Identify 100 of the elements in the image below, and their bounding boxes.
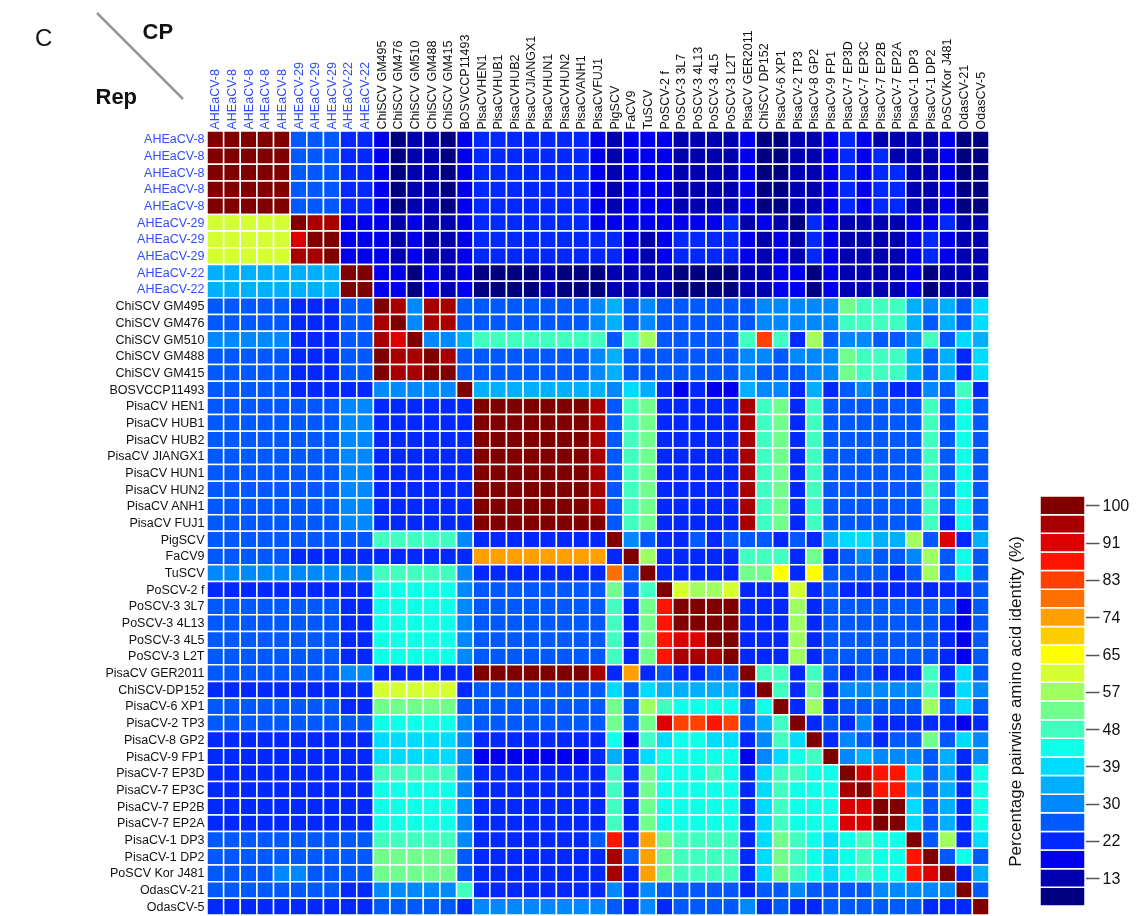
x-tick-label: AHEaCV-8 [258, 69, 273, 130]
y-tick-label: PoSCV-3 L2T [128, 649, 205, 664]
y-tick-label: AHEaCV-8 [144, 199, 205, 214]
y-tick-label: PisaCV HUB1 [126, 415, 205, 430]
y-tick-label: AHEaCV-8 [144, 132, 205, 147]
y-axis-title: Rep [95, 83, 138, 109]
y-tick-label: PisaCV ANH1 [126, 499, 205, 514]
x-tick-label: PisaCVHUN2 [557, 53, 572, 130]
x-tick-label: PisaCV-2 TP3 [790, 51, 805, 130]
x-tick-label: PoSCV-3 4L13 [690, 46, 705, 130]
y-tick-label: PigSCV [160, 532, 206, 547]
y-tick-label: PoSCV-3 3L7 [128, 599, 205, 614]
y-tick-label: PisaCV-8 GP2 [123, 732, 205, 747]
y-tick-label: AHEaCV-22 [137, 282, 205, 297]
x-tick-label: AHEaCV-29 [308, 62, 323, 130]
y-tick-label: PisaCV JIANGX1 [107, 449, 205, 464]
y-tick-label: AHEaCV-29 [137, 215, 205, 230]
y-tick-label: ChiSCV GM510 [115, 332, 205, 347]
y-tick-label: AHEaCV-29 [137, 249, 205, 264]
y-tick-label: PisaCV HUN1 [125, 465, 205, 480]
y-tick-label: PisaCV GER2011 [105, 666, 205, 681]
x-tick-label: PisaCV GER2011 [740, 30, 755, 130]
x-tick-label: OdasCV-21 [957, 64, 972, 130]
color-bar-label: 13 [1102, 869, 1121, 887]
y-tick-label: PisaCV HEN1 [126, 399, 205, 414]
x-tick-label: PisaCVJIANGX1 [524, 35, 539, 130]
y-tick-label: PoSCV Kor J481 [110, 866, 205, 881]
x-tick-label: PoSCVKor J481 [940, 38, 955, 130]
y-tick-label: PoSCV-2 f [146, 582, 206, 597]
y-tick-label: AHEaCV-22 [137, 265, 205, 280]
x-tick-label: PisaCV-8 GP2 [807, 48, 822, 130]
y-tick-label: AHEaCV-8 [144, 182, 205, 197]
x-tick-label: PisaCV-7 EP2A [890, 41, 905, 130]
x-tick-label: PoSCV-2 f [657, 70, 672, 130]
x-tick-label: FaCV9 [624, 90, 639, 130]
y-tick-label: ChiSCV-DP152 [118, 682, 205, 697]
y-tick-label: OdasCV-21 [139, 882, 205, 897]
x-tick-label: PoSCV-3 4L5 [707, 53, 722, 130]
y-tick-label: PisaCV HUB2 [126, 432, 205, 447]
x-tick-label: ChiSCV GM415 [441, 40, 456, 130]
x-tick-label: PoSCV-3 3L7 [674, 53, 689, 130]
color-bar-label: 74 [1102, 608, 1121, 626]
y-tick-label: PisaCV-7 EP2B [116, 799, 205, 814]
y-tick-label: OdasCV-5 [146, 899, 205, 914]
x-tick-label: PisaCV-1 DP2 [923, 49, 938, 130]
y-tick-label: TuSCV [164, 566, 206, 581]
y-tick-label: PisaCV-7 EP3D [116, 766, 205, 781]
x-tick-label: PisaCV-7 EP3C [857, 41, 872, 130]
y-tick-label: PisaCV-7 EP3C [116, 782, 205, 797]
x-tick-label: PoSCV-3 L2T [724, 52, 739, 130]
y-tick-label: PisaCV-1 DP3 [124, 832, 205, 847]
x-tick-label: PisaCVHUN1 [541, 53, 556, 130]
chart-title: C [35, 24, 53, 51]
x-tick-label: AHEaCV-29 [324, 62, 339, 130]
y-tick-label: AHEaCV-8 [144, 149, 205, 164]
y-tick-label: PisaCV-6 XP1 [125, 699, 205, 714]
y-tick-label: ChiSCV GM488 [115, 349, 205, 364]
y-tick-label: PisaCV-1 DP2 [124, 849, 205, 864]
y-tick-label: ChiSCV GM476 [115, 315, 205, 330]
y-tick-label: PoSCV-3 4L5 [128, 632, 205, 647]
x-tick-label: PisaCV-9 FP1 [823, 50, 838, 130]
y-tick-label: ChiSCV GM495 [115, 299, 205, 314]
color-bar-title: Percentage pairwise amino acid identity (%) [1005, 536, 1025, 867]
x-tick-label: AHEaCV-29 [291, 62, 306, 130]
color-bar-label: 22 [1102, 832, 1121, 850]
color-bar-label: 39 [1102, 757, 1121, 775]
x-tick-label: PisaCV-7 EP3D [840, 41, 855, 130]
x-tick-label: PisaCVHUB1 [491, 54, 506, 130]
y-tick-label: PisaCV HUN2 [125, 482, 205, 497]
color-bar-label: 65 [1102, 646, 1121, 664]
color-bar-label: 48 [1102, 720, 1121, 738]
x-tick-label: PisaCV-6 XP1 [774, 50, 789, 130]
x-tick-label: TuSCV [640, 89, 655, 130]
y-tick-label: FaCV9 [165, 549, 205, 564]
y-tick-label: PisaCV-2 TP3 [126, 716, 205, 731]
y-tick-label: PisaCV-7 EP2A [116, 816, 206, 831]
y-tick-label: PisaCV-9 FP1 [125, 749, 205, 764]
x-tick-label: AHEaCV-8 [274, 69, 289, 130]
color-bar-label: 91 [1102, 534, 1121, 552]
x-tick-label: PisaCVFUJ1 [591, 57, 605, 130]
x-tick-label: AHEaCV-8 [241, 69, 256, 130]
color-bar-label: 83 [1102, 571, 1121, 589]
x-tick-label: PisaCV-7 EP2B [873, 41, 888, 130]
x-tick-label: PisaCVHEN1 [474, 54, 489, 130]
x-tick-label: PisaCVHUB2 [507, 54, 522, 130]
x-tick-label: ChiSCV GM495 [374, 40, 389, 130]
x-tick-label: PisaCVANH1 [574, 55, 589, 130]
y-tick-label: PisaCV FUJ1 [129, 516, 205, 530]
x-tick-label: OdasCV-5 [973, 71, 988, 130]
x-tick-label: BOSVCCP11493 [457, 34, 472, 130]
color-bar-label: 57 [1102, 683, 1121, 701]
y-tick-label: PoSCV-3 4L13 [121, 616, 205, 631]
x-tick-label: ChiSCV GM476 [391, 40, 406, 130]
color-bar-label: 100 [1102, 496, 1130, 514]
x-tick-label: AHEaCV-22 [341, 62, 356, 130]
x-tick-label: AHEaCV-22 [358, 62, 373, 130]
y-tick-label: ChiSCV GM415 [115, 365, 205, 380]
x-tick-label: PisaCV-1 DP3 [907, 49, 922, 130]
x-tick-label: ChiSCV GM510 [407, 40, 422, 130]
x-tick-label: ChiSCV GM488 [424, 40, 439, 130]
